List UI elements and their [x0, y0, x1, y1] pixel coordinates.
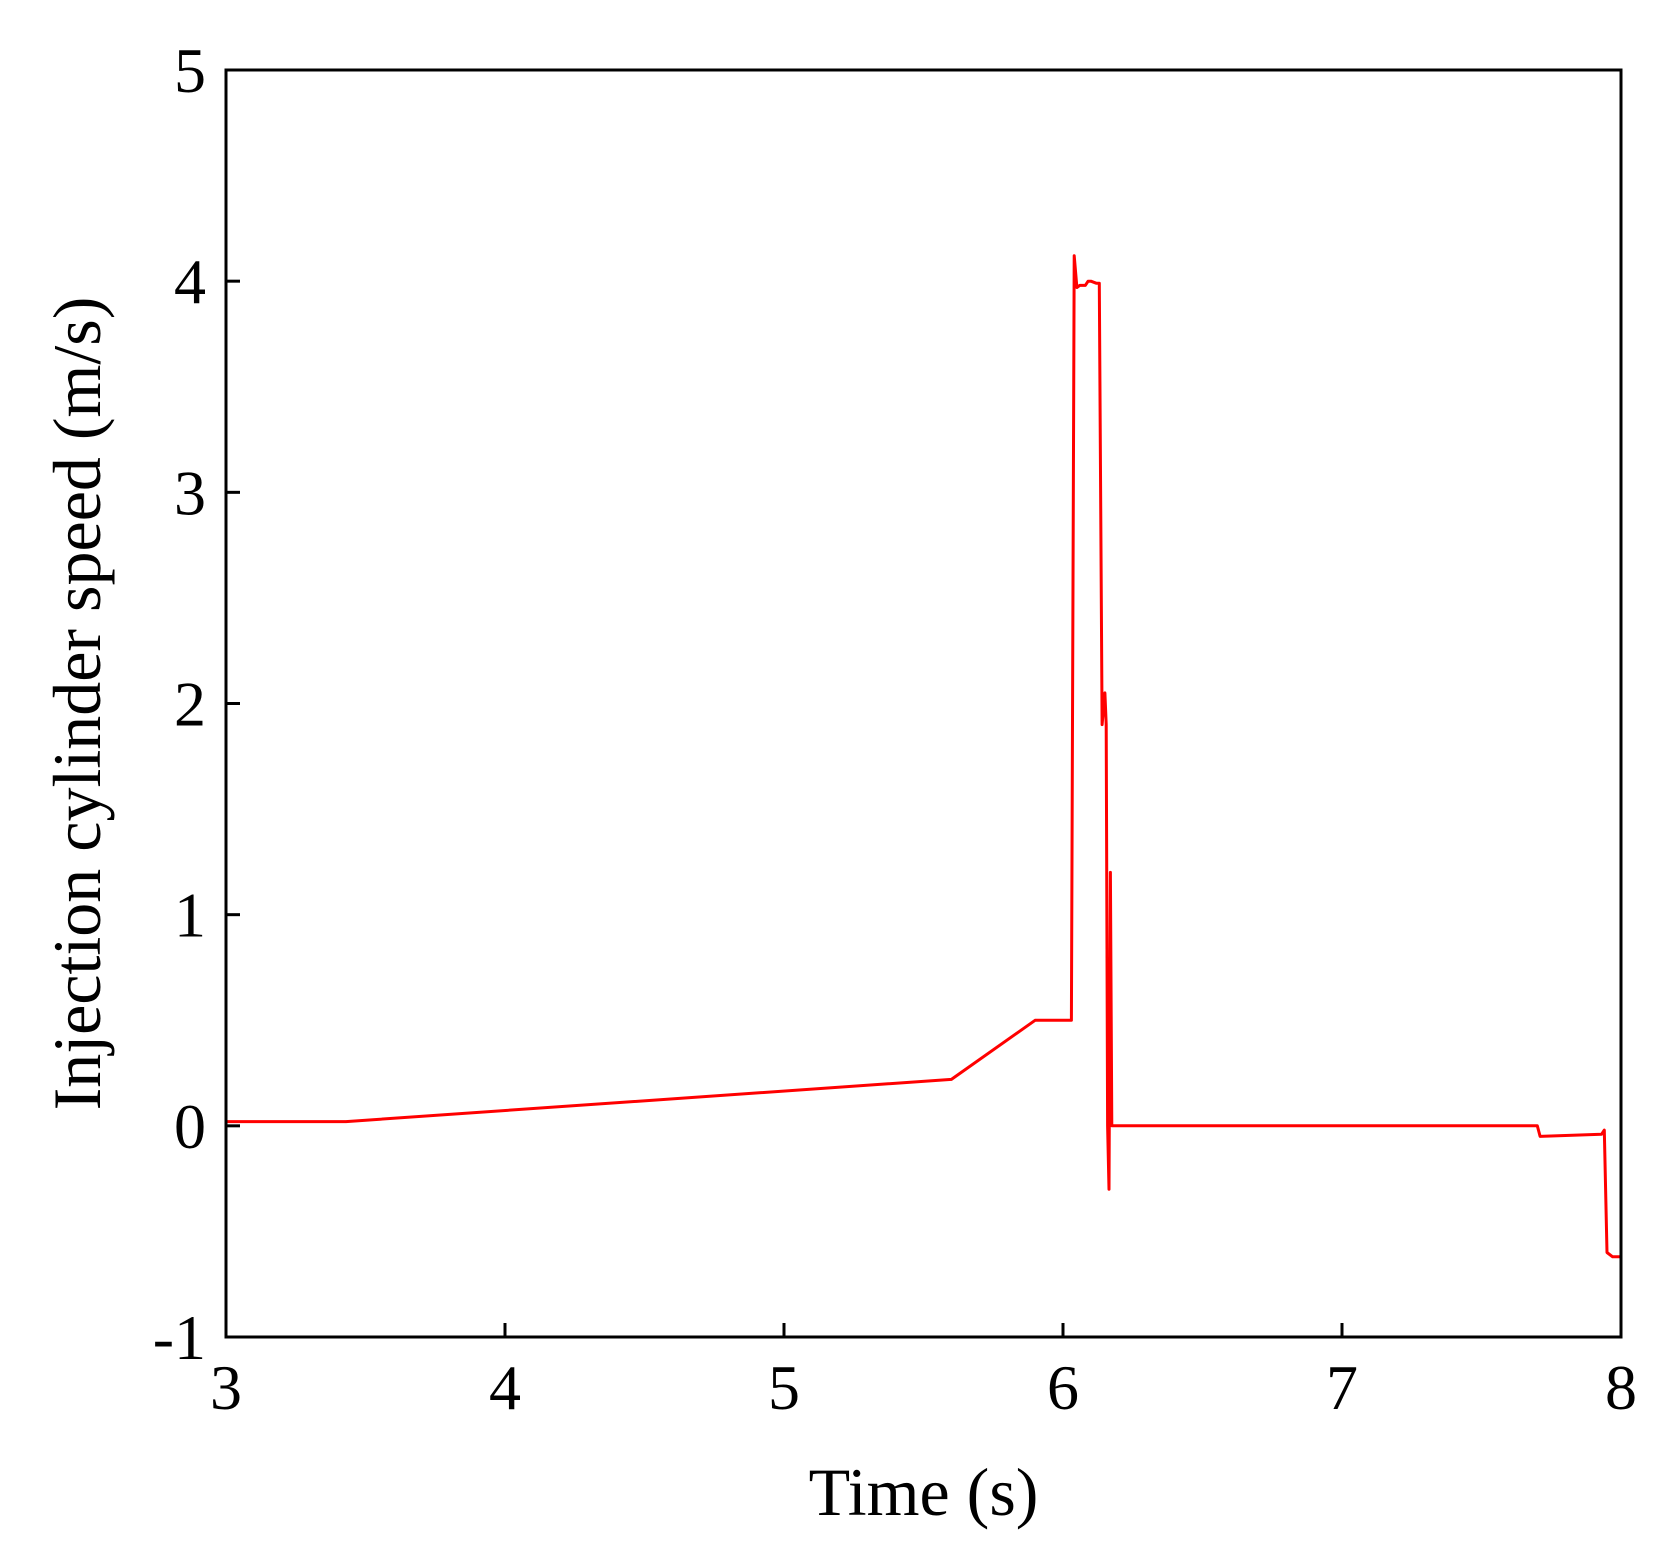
plot-frame [224, 68, 1623, 1339]
x-tick-label: 4 [489, 1352, 521, 1423]
y-axis-label: Injection cylinder speed (m/s) [39, 297, 115, 1111]
x-tick-label: 7 [1326, 1352, 1358, 1423]
x-tick-label: 6 [1047, 1352, 1079, 1423]
axis-tick-labels: 3 4 5 6 7 8 -1 0 1 2 3 4 5 [153, 35, 1637, 1423]
y-tick-label: 0 [174, 1091, 206, 1162]
y-tick-label: 1 [174, 880, 206, 951]
x-axis-label: Time (s) [809, 1454, 1039, 1530]
y-tick-label: 3 [174, 457, 206, 528]
axis-ticks [224, 68, 1623, 1339]
y-tick-label: 4 [174, 246, 206, 317]
y-tick-label: 2 [174, 669, 206, 740]
x-tick-label: 3 [210, 1352, 242, 1423]
y-tick-label: 5 [174, 35, 206, 106]
series-line [226, 254, 1621, 1259]
y-tick-label: -1 [153, 1302, 206, 1373]
series-layer [226, 254, 1621, 1259]
x-tick-label: 8 [1605, 1352, 1637, 1423]
x-tick-label: 5 [768, 1352, 800, 1423]
